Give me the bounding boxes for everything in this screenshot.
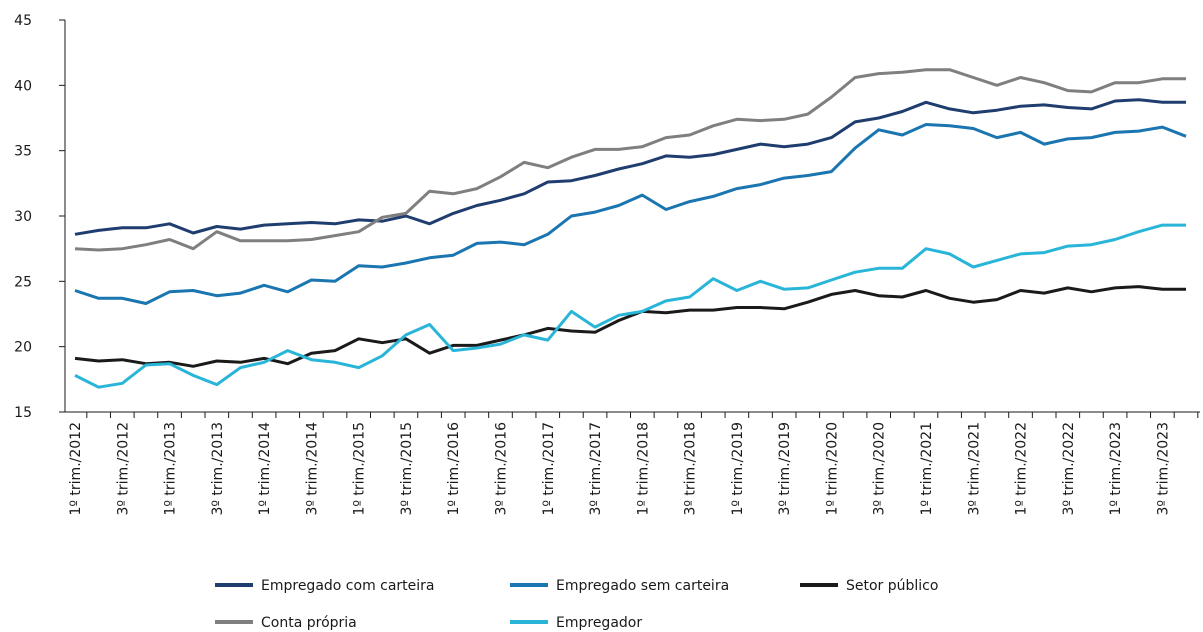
legend-label: Conta própria [261, 615, 357, 631]
y-tick-label: 15 [14, 405, 32, 421]
x-tick-label: 3º trim./2023 [1155, 422, 1171, 516]
y-tick-label: 30 [14, 209, 32, 225]
series-line [74, 68, 1186, 252]
x-tick-label: 1º trim./2017 [541, 422, 557, 516]
y-tick-label: 40 [14, 78, 32, 94]
legend-item: Empregado sem carteira [510, 578, 729, 594]
series-line [74, 223, 1186, 389]
legend-item: Setor público [800, 578, 938, 594]
x-tick-label: 1º trim./2019 [730, 422, 746, 516]
x-tick-label: 1º trim./2023 [1108, 422, 1124, 516]
x-tick-label: 3º trim./2021 [966, 422, 982, 516]
series-line [74, 98, 1186, 236]
series-line [74, 285, 1186, 368]
x-tick-label: 1º trim./2020 [824, 422, 840, 516]
x-tick-label: 1º trim./2022 [1014, 422, 1030, 516]
y-tick-label: 35 [14, 144, 32, 160]
x-tick-label: 3º trim./2018 [683, 422, 699, 516]
x-tick-label: 1º trim./2012 [68, 422, 84, 516]
x-tick-label: 3º trim./2013 [210, 422, 226, 516]
y-tick-label: 25 [14, 274, 32, 290]
legend-label: Setor público [846, 578, 938, 594]
x-tick-label: 3º trim./2022 [1061, 422, 1077, 516]
x-tick-label: 3º trim./2012 [115, 422, 131, 516]
x-tick-label: 3º trim./2015 [399, 422, 415, 516]
y-tick-label: 45 [14, 13, 32, 29]
x-tick-label: 1º trim./2014 [257, 422, 273, 516]
x-tick-label: 1º trim./2013 [163, 422, 179, 516]
legend-item: Conta própria [215, 615, 357, 631]
x-tick-label: 1º trim./2016 [446, 422, 462, 516]
legend-label: Empregado com carteira [261, 578, 435, 594]
y-tick-label: 20 [14, 340, 32, 356]
x-tick-label: 3º trim./2014 [304, 422, 320, 516]
legend-item: Empregado com carteira [215, 578, 435, 594]
legend-label: Empregado sem carteira [556, 578, 729, 594]
x-tick-label: 3º trim./2019 [777, 422, 793, 516]
x-tick-label: 1º trim./2015 [352, 422, 368, 516]
x-tick-label: 1º trim./2021 [919, 422, 935, 516]
x-tick-label: 3º trim./2020 [872, 422, 888, 516]
series-line [74, 123, 1187, 305]
x-tick-label: 1º trim./2018 [635, 422, 651, 516]
x-tick-label: 3º trim./2017 [588, 422, 604, 516]
legend-label: Empregador [556, 615, 642, 631]
legend-item: Empregador [510, 615, 642, 631]
x-tick-label: 3º trim./2016 [493, 422, 509, 516]
